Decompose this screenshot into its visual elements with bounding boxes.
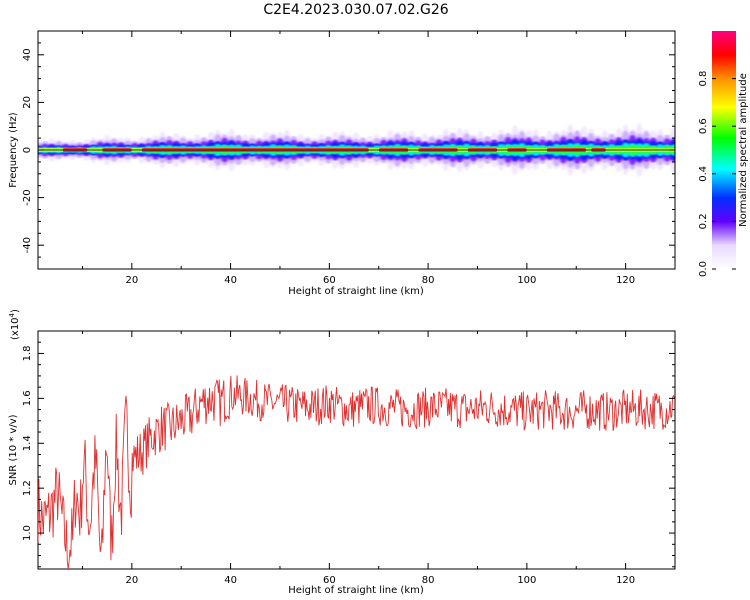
snr-xtick-label: 80 — [422, 575, 435, 586]
snr-xtick-label: 60 — [323, 575, 336, 586]
snr-ytick-label: 1.4 — [22, 435, 33, 451]
snr-frame — [37, 330, 676, 570]
snr-series-line — [38, 375, 675, 569]
spectrogram-ytick-label: -40 — [22, 237, 33, 253]
spectrogram-xlabel: Height of straight line (km) — [288, 286, 424, 297]
snr-ytick-label: 1.8 — [22, 345, 33, 361]
spectrogram-ytick-label: 40 — [22, 48, 33, 61]
snr-xtick-label: 40 — [224, 575, 237, 586]
spectrogram-xtick-label: 120 — [616, 275, 635, 286]
spectrogram-band — [38, 123, 675, 177]
spectrogram-ytick-label: 20 — [22, 96, 33, 109]
colorbar-tick-label: 0.8 — [698, 71, 709, 87]
snr-ytick-label: 1.2 — [22, 480, 33, 496]
spectrogram-xtick-label: 20 — [125, 275, 138, 286]
spectrogram-panel: 20 40 60 80 100 120 -40 -20 0 20 40 Height of stra… — [8, 30, 676, 297]
snr-xtick-label: 100 — [517, 575, 536, 586]
spectrogram-ylabel: Frequency (Hz) — [8, 112, 19, 188]
figure-title: C2E4.2023.030.07.02.G26 — [263, 2, 448, 18]
colorbar-tick-label: 0.4 — [698, 166, 709, 182]
spectrogram-ytick-label: -20 — [22, 189, 33, 205]
snr-ytick-label: 1.0 — [22, 525, 33, 541]
spectrogram-xtick-label: 80 — [422, 275, 435, 286]
colorbar-tick-label: 0.0 — [698, 261, 709, 277]
colorbar-label: Normalized spectral amplitude — [738, 73, 749, 227]
spectrogram-xtick-label: 60 — [323, 275, 336, 286]
snr-ylabel: SNR (10 * v/v) — [8, 414, 19, 485]
spectrogram-xtick-label: 40 — [224, 275, 237, 286]
spectrogram-xtick-label: 100 — [517, 275, 536, 286]
spectrogram-ytick-label: 0 — [22, 147, 33, 153]
snr-ytick-label: 1.6 — [22, 390, 33, 406]
colorbar-gradient — [712, 31, 736, 269]
snr-xtick-label: 20 — [125, 575, 138, 586]
snr-xlabel: Height of straight line (km) — [288, 585, 424, 596]
snr-xtick-label: 120 — [616, 575, 635, 586]
snr-multiplier: (x104) — [8, 309, 21, 340]
colorbar-tick-label: 0.2 — [698, 213, 709, 229]
snr-panel: 20 40 60 80 100 120 1.0 1.2 1.4 1.6 1.8 Height of … — [8, 309, 676, 596]
colorbar: 0.0 0.2 0.4 0.6 0.8 Normalized spectral ampl… — [698, 31, 749, 277]
colorbar-tick-label: 0.6 — [698, 118, 709, 134]
